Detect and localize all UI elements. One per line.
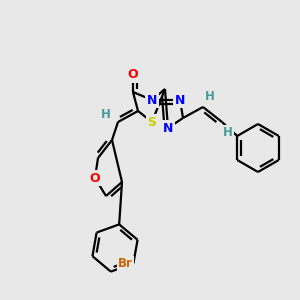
Text: N: N	[163, 122, 173, 134]
Text: H: H	[223, 127, 233, 140]
Text: O: O	[90, 172, 100, 184]
Text: H: H	[205, 91, 215, 103]
Text: S: S	[148, 116, 157, 128]
Text: Br: Br	[118, 257, 133, 270]
Text: N: N	[175, 94, 185, 106]
Text: N: N	[147, 94, 157, 106]
Text: H: H	[101, 109, 111, 122]
Text: O: O	[128, 68, 138, 82]
